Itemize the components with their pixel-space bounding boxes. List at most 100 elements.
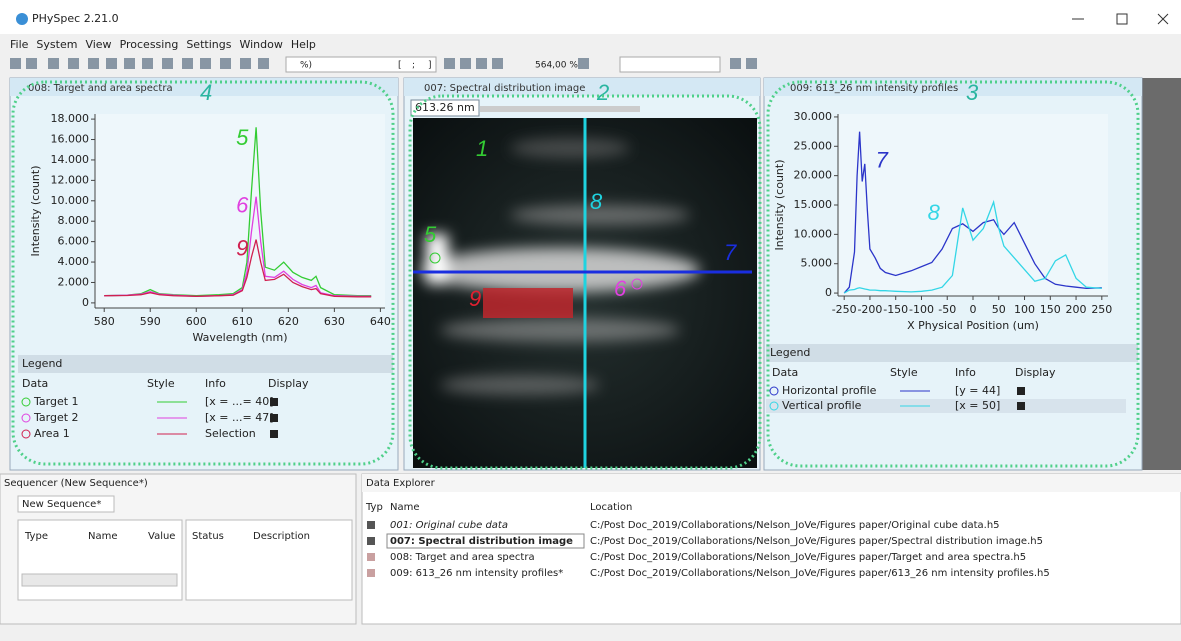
tool-button[interactable] (578, 58, 589, 69)
legend-entry[interactable]: Target 2 (33, 411, 79, 424)
x-tick-label: 150 (1040, 303, 1061, 316)
type-icon (367, 553, 375, 561)
x-tick-label: 200 (1066, 303, 1087, 316)
tool-button[interactable] (476, 58, 487, 69)
panel-title: 007: Spectral distribution image (424, 83, 585, 94)
dataset-name[interactable]: 008: Target and area spectra (390, 552, 535, 563)
legend-info: [x = ...= 47] (205, 411, 274, 424)
column-header: Typ (365, 502, 383, 513)
y-tick-label: 18.000 (51, 112, 90, 125)
tool-button[interactable] (26, 58, 37, 69)
legend-header (766, 344, 1138, 362)
wavelength-slider[interactable] (480, 106, 640, 112)
tool-button[interactable] (162, 58, 173, 69)
tool-button[interactable] (220, 58, 231, 69)
selector[interactable] (620, 57, 720, 72)
display-checkbox[interactable] (270, 430, 278, 438)
menu-bar: File System View Processing Settings Window He… (10, 38, 316, 51)
display-checkbox[interactable] (270, 398, 278, 406)
x-tick-label: -50 (938, 303, 956, 316)
y-tick-label: 0 (82, 296, 89, 309)
legend-info: [y = 44] (955, 384, 1000, 397)
menu-item[interactable]: Help (291, 38, 316, 51)
legend-info: [x = ...= 40] (205, 395, 274, 408)
tool-button[interactable] (730, 58, 741, 69)
y-axis-label: Intensity (count) (773, 160, 786, 251)
tool-button[interactable] (106, 58, 117, 69)
column-header: Status (192, 531, 224, 542)
y-tick-label: 12.000 (51, 173, 90, 186)
menu-item[interactable]: Window (239, 38, 282, 51)
panel-title: Sequencer (New Sequence*) (4, 478, 148, 489)
x-axis-label: X Physical Position (um) (907, 319, 1039, 332)
x-tick-label: 580 (94, 315, 115, 328)
tool-button[interactable] (68, 58, 79, 69)
menu-item[interactable]: File (10, 38, 29, 51)
y-tick-label: 16.000 (51, 133, 90, 146)
callout: 3 (966, 80, 979, 105)
tool-button[interactable] (492, 58, 503, 69)
display-checkbox[interactable] (1017, 387, 1025, 395)
display-checkbox[interactable] (270, 414, 278, 422)
x-tick-label: 250 (1091, 303, 1112, 316)
legend-header (18, 355, 393, 373)
tool-button[interactable] (142, 58, 153, 69)
tab-label[interactable]: New Sequence* (22, 499, 101, 510)
tool-button[interactable] (124, 58, 135, 69)
legend-entry[interactable]: Area 1 (34, 427, 70, 440)
status-bar (0, 626, 1181, 641)
tool-button[interactable] (460, 58, 471, 69)
callout: 5 (236, 125, 249, 150)
y-tick-label: 5.000 (801, 257, 833, 270)
x-tick-label: 600 (186, 315, 207, 328)
type-icon (367, 521, 375, 529)
panel-title: 009: 613_26 nm intensity profiles (790, 83, 958, 94)
x-tick-label: 590 (140, 315, 161, 328)
callout: 6 (236, 193, 249, 218)
legend-column: Display (268, 377, 309, 390)
tool-button[interactable] (10, 58, 21, 69)
dataset-name[interactable]: 007: Spectral distribution image (390, 536, 573, 547)
zoom-value: 564,00 % (535, 61, 578, 71)
y-tick-label: 14.000 (51, 153, 90, 166)
menu-item[interactable]: Processing (120, 38, 179, 51)
tool-button[interactable] (182, 58, 193, 69)
legend-title: Legend (22, 357, 62, 370)
legend-entry[interactable]: Target 1 (33, 395, 79, 408)
callout: 7 (876, 147, 889, 172)
x-axis-label: Wavelength (nm) (192, 331, 287, 344)
legend-entry[interactable]: Vertical profile (782, 399, 862, 412)
tool-button[interactable] (88, 58, 99, 69)
callout: 9 (469, 286, 481, 311)
workspace-background (1142, 78, 1181, 470)
menu-item[interactable]: Settings (186, 38, 231, 51)
tool-button[interactable] (746, 58, 757, 69)
tool-button[interactable] (444, 58, 455, 69)
toolbar-text: [ (398, 61, 402, 71)
menu-item[interactable]: View (85, 38, 111, 51)
callout: 2 (596, 80, 609, 105)
title-bar (0, 0, 1181, 34)
y-tick-label: 30.000 (794, 110, 833, 123)
menu-item[interactable]: System (36, 38, 77, 51)
tool-button[interactable] (200, 58, 211, 69)
legend-title: Legend (770, 346, 810, 359)
dataset-name[interactable]: 009: 613_26 nm intensity profiles* (390, 568, 563, 579)
dataset-name[interactable]: 001: Original cube data (390, 520, 508, 531)
x-tick-label: 100 (1014, 303, 1035, 316)
display-checkbox[interactable] (1017, 402, 1025, 410)
x-tick-label: 610 (232, 315, 253, 328)
selection-area[interactable] (483, 288, 573, 318)
y-tick-label: 15.000 (794, 198, 833, 211)
dataset-location: C:/Post Doc_2019/Collaborations/Nelson_J… (590, 552, 1026, 563)
window-title: PHySpec 2.21.0 (32, 12, 119, 25)
dataset-location: C:/Post Doc_2019/Collaborations/Nelson_J… (590, 520, 1000, 531)
tool-button[interactable] (240, 58, 251, 69)
tool-button[interactable] (48, 58, 59, 69)
y-axis-label: Intensity (count) (29, 166, 42, 257)
legend-entry[interactable]: Horizontal profile (782, 384, 877, 397)
callout: 8 (928, 200, 941, 225)
tool-button[interactable] (258, 58, 269, 69)
y-tick-label: 6.000 (58, 235, 90, 248)
scrollbar[interactable] (22, 574, 177, 586)
